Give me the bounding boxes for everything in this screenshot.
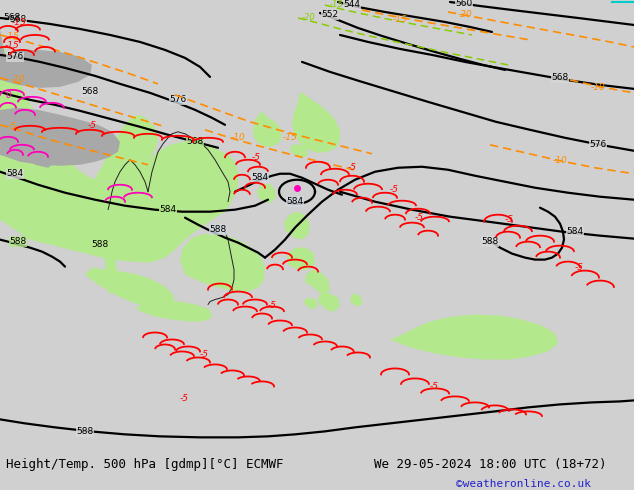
Text: -10: -10 (591, 83, 605, 93)
Text: -15: -15 (330, 0, 344, 9)
Text: -5: -5 (8, 122, 16, 131)
Text: Height/Temp. 500 hPa [gdmp][°C] ECMWF: Height/Temp. 500 hPa [gdmp][°C] ECMWF (6, 458, 284, 471)
Text: -5: -5 (180, 394, 189, 403)
Text: 568: 568 (186, 137, 204, 147)
Polygon shape (0, 0, 238, 263)
Text: 588: 588 (91, 240, 108, 249)
Text: 544: 544 (344, 0, 361, 9)
Text: -20: -20 (458, 10, 472, 20)
Text: -10: -10 (11, 75, 25, 84)
Text: -15: -15 (283, 133, 297, 142)
Text: -5: -5 (268, 300, 277, 310)
Text: -5: -5 (430, 382, 439, 392)
Polygon shape (136, 301, 212, 321)
Text: -5: -5 (348, 163, 357, 172)
Text: 576: 576 (169, 96, 186, 104)
Polygon shape (284, 212, 310, 240)
Text: 588: 588 (76, 427, 94, 436)
Polygon shape (0, 30, 92, 88)
Text: 576: 576 (590, 140, 607, 149)
Text: -15: -15 (392, 16, 408, 24)
Polygon shape (180, 234, 265, 292)
Text: 584: 584 (566, 227, 583, 236)
Text: 584: 584 (159, 205, 176, 214)
Text: -5: -5 (88, 121, 97, 130)
Polygon shape (296, 132, 318, 142)
Text: 568: 568 (10, 16, 27, 24)
Polygon shape (390, 315, 558, 360)
Text: -10: -10 (231, 133, 245, 142)
Text: -5: -5 (252, 153, 261, 162)
Polygon shape (290, 144, 308, 158)
Text: 584: 584 (252, 173, 269, 182)
Polygon shape (103, 185, 128, 294)
Text: 552: 552 (321, 10, 339, 20)
Polygon shape (350, 294, 363, 307)
Polygon shape (287, 247, 315, 270)
Text: -10: -10 (553, 156, 567, 165)
Polygon shape (305, 270, 330, 294)
Text: -5: -5 (390, 185, 399, 194)
Text: -15: -15 (12, 18, 27, 27)
Text: 560: 560 (455, 0, 472, 8)
Text: -5: -5 (575, 263, 584, 271)
Text: -5: -5 (415, 213, 424, 221)
Polygon shape (292, 92, 340, 153)
Text: 576: 576 (6, 52, 23, 61)
Polygon shape (253, 112, 282, 147)
Text: 588: 588 (10, 237, 27, 246)
Polygon shape (85, 268, 175, 310)
Text: -20: -20 (302, 13, 316, 22)
Text: 568: 568 (552, 74, 569, 82)
Text: -15: -15 (4, 32, 20, 42)
Text: 588: 588 (481, 237, 498, 246)
Text: -5: -5 (200, 350, 209, 360)
Polygon shape (257, 184, 276, 203)
Text: ©weatheronline.co.uk: ©weatheronline.co.uk (456, 479, 592, 489)
Text: -5: -5 (505, 215, 514, 223)
Polygon shape (303, 297, 318, 310)
Text: 568: 568 (81, 87, 99, 97)
Text: -15: -15 (5, 41, 20, 50)
Text: 584: 584 (287, 197, 304, 206)
Polygon shape (0, 108, 120, 166)
Text: We 29-05-2024 18:00 UTC (18+72): We 29-05-2024 18:00 UTC (18+72) (374, 458, 607, 471)
Polygon shape (95, 115, 158, 182)
Text: 584: 584 (6, 169, 23, 178)
Text: 568: 568 (3, 13, 20, 23)
Text: 0: 0 (6, 91, 12, 100)
Polygon shape (318, 293, 340, 312)
Text: 588: 588 (209, 225, 226, 234)
Polygon shape (22, 145, 55, 168)
